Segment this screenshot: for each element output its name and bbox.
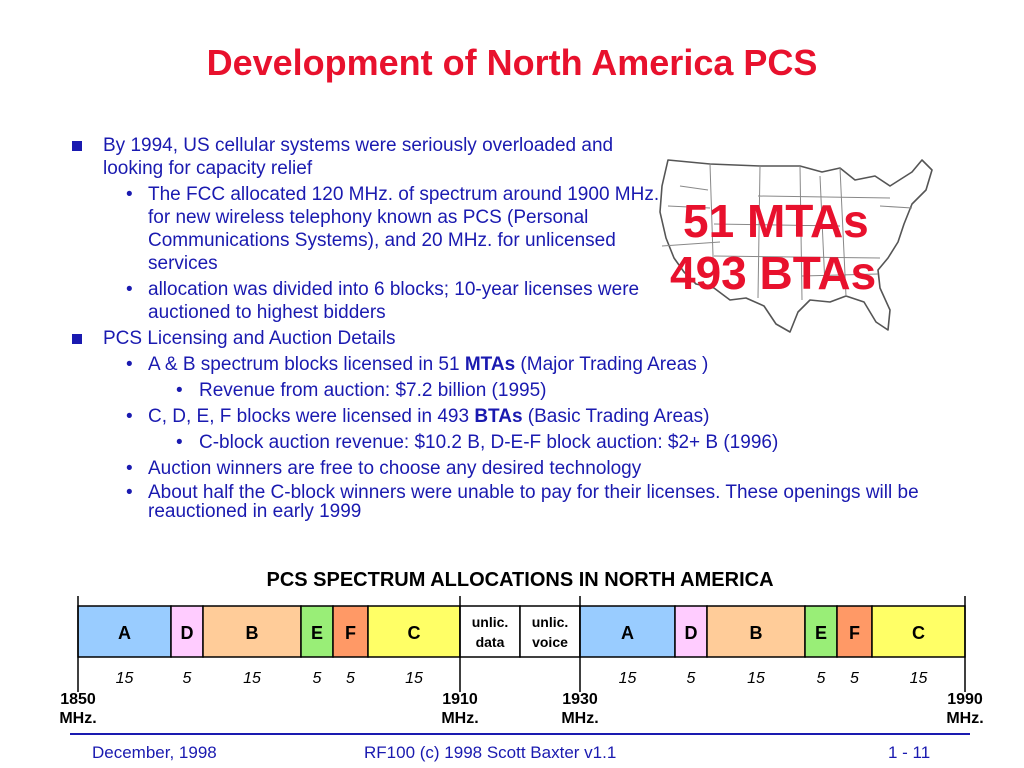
spectrum-block — [300, 605, 334, 658]
sub-bullet-fcc: • The FCC allocated 120 MHz. of spectrum… — [72, 183, 678, 275]
bullet-text: A & B spectrum blocks licensed in 51 — [148, 354, 465, 375]
frequency-unit: MHz. — [561, 710, 598, 727]
footer-date: December, 1998 — [92, 743, 217, 762]
spectrum-block — [202, 605, 302, 658]
spectrum-block-label: E — [311, 623, 323, 643]
bandwidth-label: 15 — [747, 670, 765, 687]
bandwidth-label: 5 — [346, 670, 355, 687]
keyword-btas: BTAs — [474, 406, 523, 427]
bullet-text: PCS Licensing and Auction Details — [103, 328, 396, 349]
footer-divider — [70, 733, 970, 735]
spectrum-block — [871, 605, 966, 658]
spectrum-block — [459, 605, 521, 658]
spectrum-block-label: data — [476, 634, 505, 650]
frequency-value: 1910 — [442, 691, 478, 708]
us-map-icon — [659, 159, 933, 333]
footer-credit: RF100 (c) 1998 Scott Baxter v1.1 — [364, 743, 617, 762]
bullet-text: (Major Trading Areas ) — [515, 354, 709, 375]
dot-bullet-icon: • — [176, 432, 183, 453]
dot-bullet-icon: • — [176, 380, 183, 401]
bandwidth-label: 5 — [850, 670, 859, 687]
bandwidth-label: 15 — [243, 670, 261, 687]
dot-bullet-icon: • — [126, 279, 133, 300]
dot-bullet-icon: • — [126, 458, 133, 479]
frequency-unit: MHz. — [946, 710, 983, 727]
bandwidth-label: 5 — [687, 670, 696, 687]
dot-bullet-icon: • — [126, 482, 133, 503]
sub-bullet-reauction: • About half the C-block winners were un… — [72, 483, 972, 521]
spectrum-block — [674, 605, 708, 658]
bullet-text: (Basic Trading Areas) — [522, 406, 710, 427]
bullet-text: C, D, E, F blocks were licensed in 493 — [148, 406, 475, 427]
sub-bullet-allocation: • allocation was divided into 6 blocks; … — [72, 278, 648, 324]
sub-bullet-ab-blocks: • A & B spectrum blocks licensed in 51 M… — [72, 353, 972, 376]
frequency-value: 1990 — [947, 691, 983, 708]
bandwidth-label: 15 — [116, 670, 134, 687]
spectrum-chart-title: PCS SPECTRUM ALLOCATIONS IN NORTH AMERIC… — [266, 569, 774, 591]
spectrum-block-label: B — [750, 623, 763, 643]
sub-bullet-cdef-blocks: • C, D, E, F blocks were licensed in 493… — [72, 405, 972, 428]
square-bullet-icon — [72, 141, 82, 151]
bullet-list: By 1994, US cellular systems were seriou… — [72, 134, 972, 524]
keyword-mtas: MTAs — [464, 354, 516, 375]
bandwidth-label: 5 — [183, 670, 192, 687]
bullet-text: allocation was divided into 6 blocks; 10… — [148, 279, 640, 323]
bandwidth-label: 15 — [910, 670, 928, 687]
bta-count-label: 493 BTAs — [670, 247, 877, 299]
spectrum-block — [77, 605, 172, 658]
footer-page-number: 1 - 11 — [888, 743, 931, 762]
bandwidth-label: 5 — [313, 670, 322, 687]
frequency-value: 1930 — [562, 691, 598, 708]
spectrum-block-label: F — [849, 623, 860, 643]
spectrum-block-label: F — [345, 623, 356, 643]
spectrum-block — [804, 605, 838, 658]
dot-bullet-icon: • — [126, 406, 133, 427]
spectrum-block — [367, 605, 461, 658]
frequency-unit: MHz. — [441, 710, 478, 727]
square-bullet-icon — [72, 334, 82, 344]
spectrum-block-label: unlic. — [472, 614, 509, 630]
spectrum-block — [836, 605, 873, 658]
bandwidth-label: 15 — [405, 670, 423, 687]
spectrum-block — [332, 605, 369, 658]
spectrum-block-label: A — [621, 623, 634, 643]
bullet-text: The FCC allocated 120 MHz. of spectrum a… — [148, 184, 660, 274]
bullet-text: Auction winners are free to choose any d… — [148, 458, 642, 479]
bandwidth-label: 5 — [817, 670, 826, 687]
bullet-text: C-block auction revenue: $10.2 B, D-E-F … — [199, 432, 779, 453]
bullet-text: By 1994, US cellular systems were seriou… — [103, 135, 614, 179]
frequency-value: 1850 — [60, 691, 96, 708]
sub-bullet-technology: • Auction winners are free to choose any… — [72, 457, 972, 480]
dot-bullet-icon: • — [126, 354, 133, 375]
bullet-text: Revenue from auction: $7.2 billion (1995… — [199, 380, 547, 401]
mta-count-label: 51 MTAs — [683, 195, 869, 247]
bullet-licensing: PCS Licensing and Auction Details — [72, 327, 972, 350]
slide-title: Development of North America PCS — [206, 42, 818, 83]
frequency-unit: MHz. — [59, 710, 96, 727]
spectrum-block-label: B — [246, 623, 259, 643]
sub-sub-bullet-c-revenue: • C-block auction revenue: $10.2 B, D-E-… — [72, 431, 972, 454]
spectrum-block — [170, 605, 204, 658]
spectrum-block-label: unlic. — [532, 614, 569, 630]
bullet-text: About half the C-block winners were unab… — [148, 482, 919, 522]
spectrum-block — [519, 605, 581, 658]
spectrum-block-label: A — [118, 623, 131, 643]
spectrum-block-label: E — [815, 623, 827, 643]
spectrum-block-label: D — [181, 623, 194, 643]
spectrum-block — [579, 605, 676, 658]
dot-bullet-icon: • — [126, 184, 133, 205]
bullet-capacity: By 1994, US cellular systems were seriou… — [72, 134, 663, 180]
bandwidth-label: 15 — [619, 670, 637, 687]
sub-sub-bullet-revenue: • Revenue from auction: $7.2 billion (19… — [72, 379, 972, 402]
spectrum-block-label: D — [685, 623, 698, 643]
spectrum-block-label: C — [408, 623, 421, 643]
spectrum-block-label: voice — [532, 634, 568, 650]
spectrum-block-label: C — [912, 623, 925, 643]
